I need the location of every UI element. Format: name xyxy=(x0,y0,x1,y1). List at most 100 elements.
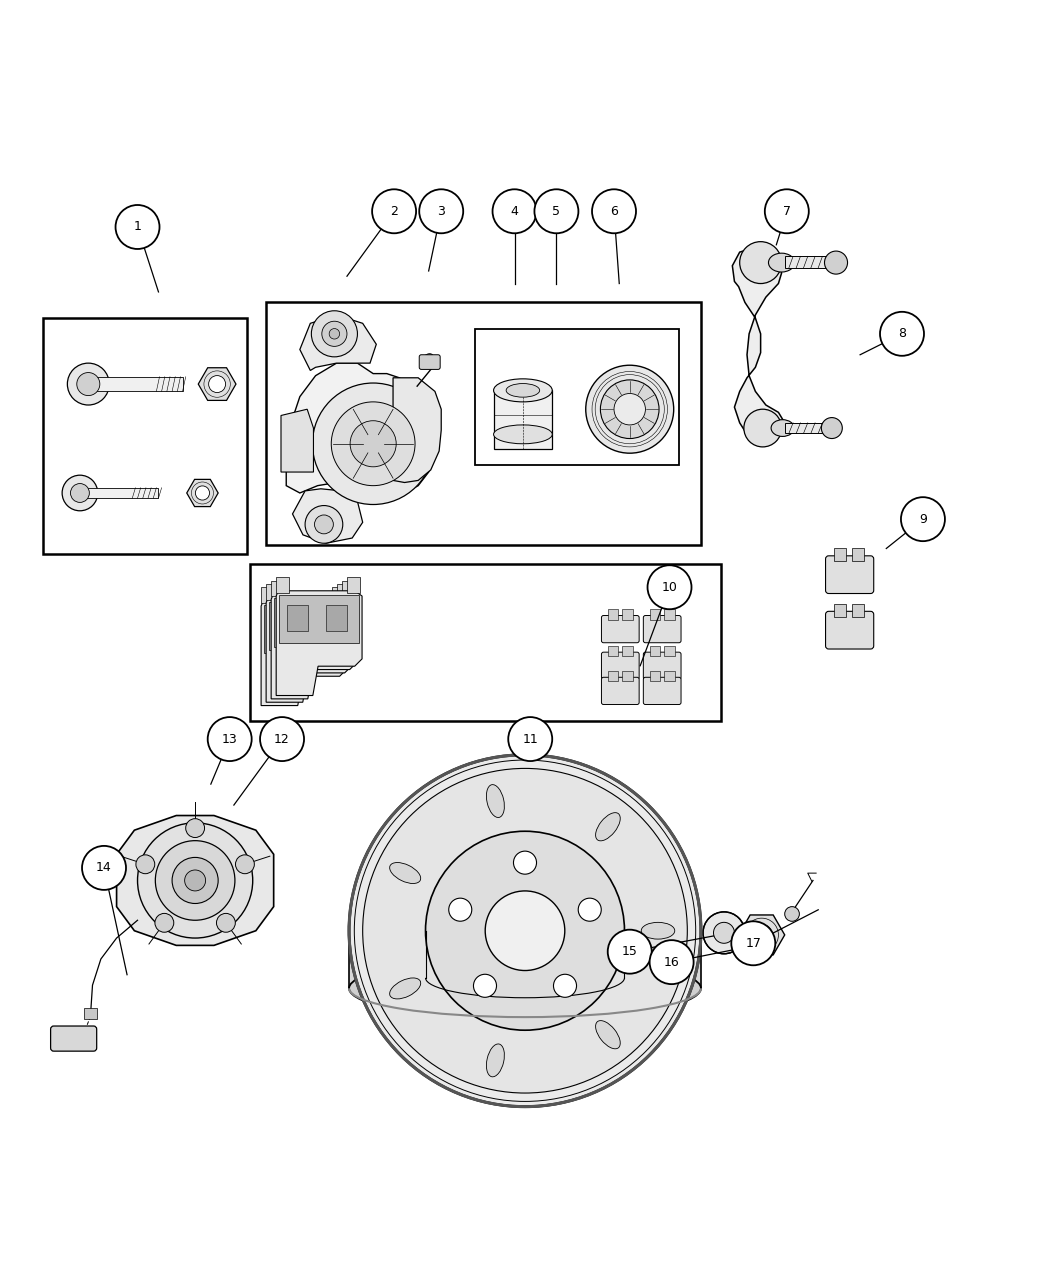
Circle shape xyxy=(764,189,808,233)
Circle shape xyxy=(313,382,434,505)
FancyBboxPatch shape xyxy=(644,677,681,705)
Text: 8: 8 xyxy=(898,328,906,340)
Circle shape xyxy=(731,922,775,965)
Polygon shape xyxy=(732,247,784,441)
Circle shape xyxy=(608,929,652,974)
FancyBboxPatch shape xyxy=(825,611,874,649)
Circle shape xyxy=(592,189,636,233)
Bar xyxy=(784,256,832,268)
Bar xyxy=(475,329,679,464)
Circle shape xyxy=(322,321,347,347)
Circle shape xyxy=(62,476,98,511)
Text: 12: 12 xyxy=(274,733,290,746)
Bar xyxy=(271,580,284,597)
Circle shape xyxy=(419,189,463,233)
Bar xyxy=(250,565,721,722)
Polygon shape xyxy=(281,409,314,472)
Bar xyxy=(261,588,274,603)
Bar xyxy=(608,671,618,681)
Polygon shape xyxy=(261,601,346,705)
Polygon shape xyxy=(271,594,357,699)
Circle shape xyxy=(579,898,602,922)
Ellipse shape xyxy=(486,1044,504,1077)
Ellipse shape xyxy=(642,922,675,940)
FancyBboxPatch shape xyxy=(644,652,681,680)
Polygon shape xyxy=(300,315,376,371)
Circle shape xyxy=(586,365,674,453)
Text: 15: 15 xyxy=(622,945,637,959)
Circle shape xyxy=(534,189,579,233)
Circle shape xyxy=(372,189,416,233)
Bar xyxy=(852,548,864,561)
Circle shape xyxy=(751,924,772,945)
Bar xyxy=(852,604,864,617)
Circle shape xyxy=(315,515,333,534)
Text: 16: 16 xyxy=(664,956,679,969)
Circle shape xyxy=(67,363,109,405)
Circle shape xyxy=(350,421,396,467)
Bar xyxy=(265,606,343,653)
Polygon shape xyxy=(287,363,436,496)
Circle shape xyxy=(743,409,781,448)
Bar xyxy=(608,646,618,657)
Bar xyxy=(650,671,660,681)
Ellipse shape xyxy=(595,812,621,840)
Circle shape xyxy=(349,755,701,1107)
Circle shape xyxy=(116,205,160,249)
Text: 7: 7 xyxy=(783,205,791,218)
FancyBboxPatch shape xyxy=(602,652,639,680)
Circle shape xyxy=(474,974,497,997)
Bar xyxy=(80,488,159,499)
Circle shape xyxy=(704,912,744,954)
Circle shape xyxy=(138,822,253,938)
Text: 3: 3 xyxy=(437,205,445,218)
Circle shape xyxy=(312,311,357,357)
Circle shape xyxy=(216,913,235,932)
Circle shape xyxy=(186,819,205,838)
Circle shape xyxy=(648,565,692,609)
Text: 10: 10 xyxy=(662,580,677,594)
Bar xyxy=(316,612,337,638)
Bar xyxy=(650,646,660,657)
Ellipse shape xyxy=(769,254,795,272)
Circle shape xyxy=(185,870,206,891)
Bar xyxy=(266,584,278,599)
FancyBboxPatch shape xyxy=(602,616,639,643)
Circle shape xyxy=(901,497,945,541)
Circle shape xyxy=(172,857,218,904)
Circle shape xyxy=(331,402,415,486)
Bar xyxy=(665,609,675,620)
Circle shape xyxy=(601,380,659,439)
Bar xyxy=(43,317,248,553)
Circle shape xyxy=(77,372,100,395)
Text: 14: 14 xyxy=(97,862,112,875)
Polygon shape xyxy=(393,377,441,482)
Bar xyxy=(665,646,675,657)
Circle shape xyxy=(508,717,552,761)
Text: 11: 11 xyxy=(522,733,538,746)
Circle shape xyxy=(485,891,565,970)
Bar xyxy=(349,931,701,988)
Bar xyxy=(332,588,344,603)
Text: 13: 13 xyxy=(222,733,237,746)
Polygon shape xyxy=(266,598,352,703)
Circle shape xyxy=(82,845,126,890)
Circle shape xyxy=(209,376,226,393)
Ellipse shape xyxy=(595,1020,621,1049)
FancyBboxPatch shape xyxy=(419,354,440,370)
Bar xyxy=(267,302,701,546)
Bar xyxy=(623,671,633,681)
Bar xyxy=(321,608,342,634)
Bar xyxy=(494,390,552,449)
Circle shape xyxy=(824,251,847,274)
Bar xyxy=(608,609,618,620)
Bar xyxy=(623,609,633,620)
FancyBboxPatch shape xyxy=(825,556,874,594)
Circle shape xyxy=(195,486,210,500)
Circle shape xyxy=(513,852,537,875)
FancyBboxPatch shape xyxy=(50,1026,97,1051)
Polygon shape xyxy=(293,488,362,543)
Ellipse shape xyxy=(486,784,504,817)
Text: 6: 6 xyxy=(610,205,618,218)
Bar xyxy=(269,602,349,650)
